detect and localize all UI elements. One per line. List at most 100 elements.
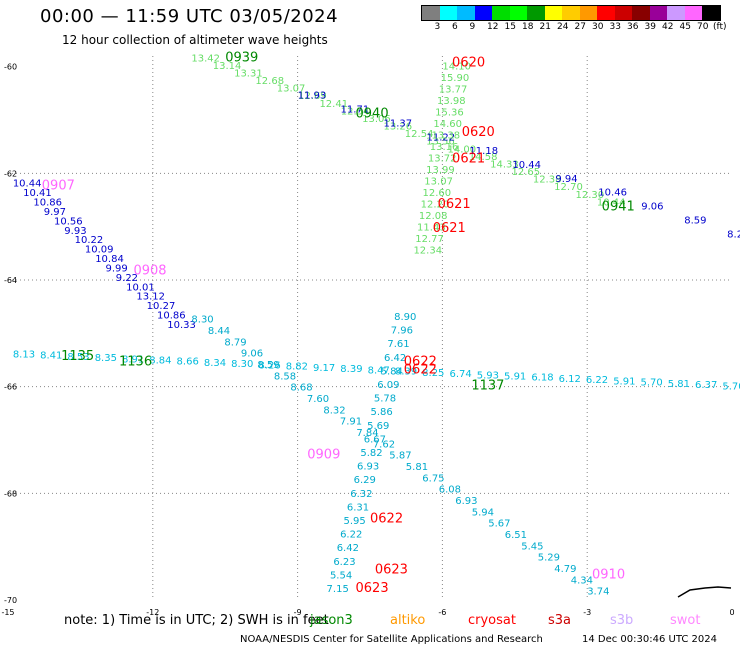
- wave-height-value: 5.84: [381, 366, 403, 377]
- legend-swatch: [562, 6, 580, 20]
- legend-tick-label: 70: [697, 22, 709, 32]
- wave-height-value: 8.84: [149, 355, 171, 366]
- wave-height-value: 7.15: [327, 584, 349, 595]
- wave-height-value: 5.67: [488, 519, 510, 530]
- wave-height-value: 8.30: [231, 359, 253, 370]
- wave-height-value: 10.33: [167, 320, 196, 331]
- wave-height-value: 13.42: [191, 53, 220, 64]
- coastline: [677, 586, 732, 598]
- wave-height-value: 9.06: [641, 202, 663, 213]
- wave-height-value: 13.98: [437, 96, 466, 107]
- wave-height-value: 5.69: [367, 421, 389, 432]
- wave-height-value: 15.90: [441, 73, 470, 84]
- wave-height-value: 5.45: [521, 541, 543, 552]
- wave-height-value: 8.47: [368, 365, 390, 376]
- wave-height-value: 8.39: [395, 367, 417, 378]
- pass-time-label: 0909: [307, 448, 340, 463]
- wave-height-value: 13.26: [383, 122, 412, 133]
- wave-height-value: 4.79: [554, 564, 576, 575]
- wave-height-value: 5.81: [406, 462, 428, 473]
- wave-height-value: 12.60: [422, 188, 451, 199]
- wave-height-value: 11.93: [298, 91, 327, 102]
- wave-height-value: 7.62: [373, 439, 395, 450]
- wave-height-value: 12.38: [533, 175, 562, 186]
- legend-tick-label: 18: [522, 22, 534, 32]
- color-legend: 3 6 9 12 15 18 21 24 27 30 33 36 39 42 45 70 (ft): [421, 5, 727, 32]
- wave-height-value: 12.41: [319, 99, 348, 110]
- wave-height-value: 6.93: [357, 462, 379, 473]
- wave-height-value: 5.93: [477, 370, 499, 381]
- pass-time-label: 0621: [433, 221, 466, 236]
- wave-height-value: 9.99: [105, 263, 127, 274]
- wave-height-value: 6.37: [695, 380, 717, 391]
- wave-height-value: 5.86: [370, 407, 392, 418]
- legend-swot: swot: [670, 613, 701, 628]
- pass-time-label: 1136: [119, 354, 152, 369]
- wave-height-value: 6.75: [422, 473, 444, 484]
- legend-s3a: s3a: [548, 613, 572, 628]
- pass-time-labels: 0939094009410620062006210621062106220622…: [42, 50, 635, 596]
- wave-height-value: 9.17: [313, 363, 335, 374]
- wave-height-value: 8.34: [204, 358, 226, 369]
- wave-height-value: 12.34: [413, 245, 442, 256]
- wave-height-value: 8.58: [274, 371, 296, 382]
- wave-height-value: 10.44: [597, 197, 626, 208]
- wave-height-value: 9.94: [555, 174, 577, 185]
- pass-time-label: 0621: [438, 197, 471, 212]
- wave-height-value: 14.00: [447, 144, 476, 155]
- wave-height-value: 12.77: [415, 234, 444, 245]
- wave-height-value: 10.27: [147, 301, 176, 312]
- legend-tick-label: 42: [662, 22, 674, 32]
- legend-tick-label: 6: [452, 22, 458, 32]
- wave-height-value: 5.91: [504, 371, 526, 382]
- wave-height-value: 8.59: [257, 360, 279, 371]
- wave-height-value: 8.44: [208, 326, 230, 337]
- wave-height-value: 9.93: [64, 226, 86, 237]
- wave-height-value: 8.41: [40, 351, 62, 362]
- pass-time-label: 0939: [225, 50, 258, 65]
- wave-height-value: 11.18: [469, 146, 498, 157]
- wave-height-value: 6.51: [505, 530, 527, 541]
- wave-height-value: 13.06: [362, 114, 391, 125]
- wave-height-value: 14.58: [469, 152, 498, 163]
- wave-height-value: 10.84: [95, 254, 124, 265]
- wave-height-value: 8.68: [290, 383, 312, 394]
- wave-height-value: 10.86: [157, 311, 186, 322]
- legend-tick-label: 36: [627, 22, 639, 32]
- wave-height-value: 6.31: [347, 502, 369, 513]
- map-title: 00:00 — 11:59 UTC 03/05/2024: [40, 6, 339, 27]
- legend-swatch: [527, 6, 545, 20]
- wave-height-value: 9.22: [116, 273, 138, 284]
- wave-height-value: 8.26: [727, 229, 740, 240]
- altimeter-tracks: 13.4213.1413.3112.6813.0712.6912.4112.54…: [13, 53, 740, 597]
- wave-height-value: 8.26: [258, 360, 280, 371]
- wave-height-value: 8.25: [422, 368, 444, 379]
- wave-height-value: 7.61: [387, 339, 409, 350]
- wave-height-value: 8.90: [394, 312, 416, 323]
- pass-time-label: 0941: [602, 200, 635, 215]
- x-axis-tick-label: -9: [294, 608, 302, 617]
- legend-altiko: altiko: [390, 613, 426, 628]
- wave-height-value: 8.59: [684, 215, 706, 226]
- wave-height-value: 12.54: [341, 106, 370, 117]
- y-axis-tick-label: -64: [4, 276, 17, 285]
- wave-height-value: 13.31: [234, 68, 263, 79]
- pass-time-label: 0620: [462, 125, 495, 140]
- legend-tick-label: 39: [644, 22, 656, 32]
- y-axis-tick-label: -70: [4, 596, 17, 605]
- legend-swatch: [422, 6, 440, 20]
- x-axis-tick-label: -6: [438, 608, 446, 617]
- axis-labels: -15 -12 -9 -6 -3 0 -60 -62 -64 -66 -68 -70: [1, 63, 734, 617]
- wave-height-value: 6.74: [449, 369, 471, 380]
- map-subtitle: 12 hour collection of altimeter wave hei…: [62, 33, 328, 47]
- wave-height-value: 6.08: [439, 485, 461, 496]
- wave-height-value: 12.30: [576, 190, 605, 201]
- legend-swatch: [614, 6, 632, 20]
- pass-time-label: 0621: [452, 152, 485, 167]
- wave-height-value: 12.68: [255, 76, 284, 87]
- wave-height-value: 9.97: [44, 207, 66, 218]
- legend-swatch: [667, 6, 685, 20]
- wave-height-value: 10.22: [75, 235, 104, 246]
- wave-height-value: 6.12: [559, 374, 581, 385]
- y-axis-tick-label: -62: [4, 169, 17, 178]
